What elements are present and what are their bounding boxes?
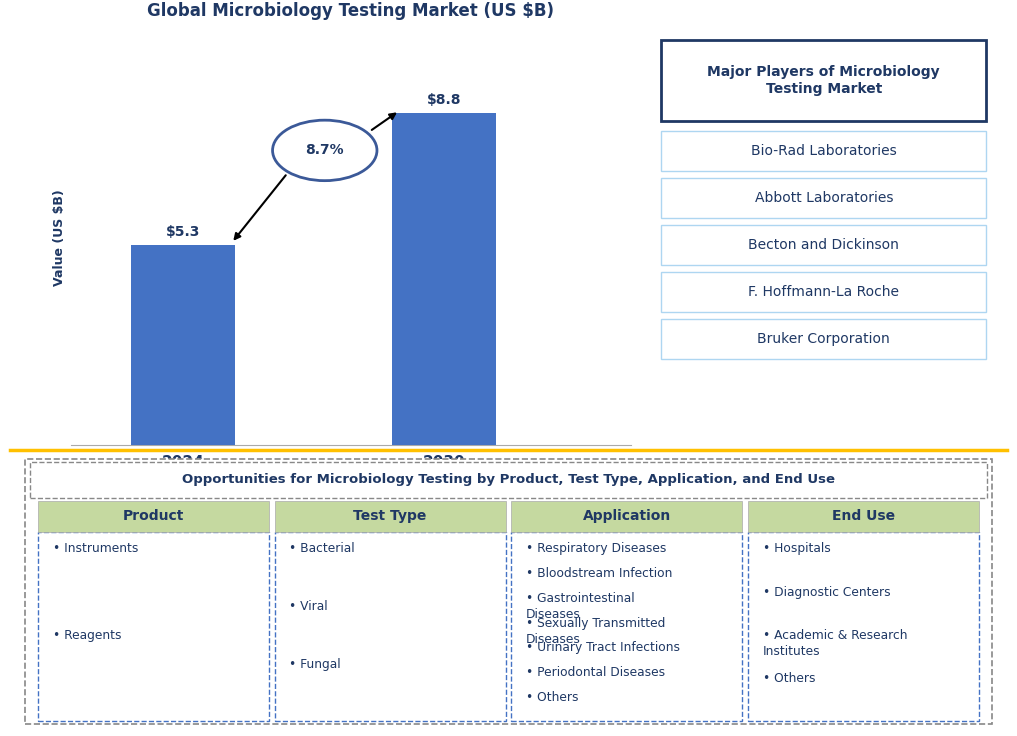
Text: Becton and Dickinson: Becton and Dickinson [749,238,899,252]
Ellipse shape [273,120,377,180]
FancyBboxPatch shape [661,40,986,121]
FancyBboxPatch shape [661,225,986,265]
Text: • Bloodstream Infection: • Bloodstream Infection [526,567,672,580]
Text: • Fungal: • Fungal [289,658,341,670]
Text: • Periodontal Diseases: • Periodontal Diseases [526,666,665,679]
FancyBboxPatch shape [275,500,505,531]
Text: Bio-Rad Laboratories: Bio-Rad Laboratories [751,144,897,158]
FancyBboxPatch shape [512,531,742,721]
Text: • Instruments: • Instruments [53,542,138,555]
Bar [392,113,496,445]
Title: Global Microbiology Testing Market (US $B): Global Microbiology Testing Market (US $… [147,1,554,20]
Text: F. Hoffmann-La Roche: F. Hoffmann-La Roche [749,285,899,299]
FancyBboxPatch shape [38,500,268,531]
Text: $8.8: $8.8 [427,93,462,107]
Text: • Reagents: • Reagents [53,629,121,642]
Text: Test Type: Test Type [354,509,427,523]
FancyBboxPatch shape [25,459,992,723]
Text: 8.7%: 8.7% [305,144,344,158]
Text: Opportunities for Microbiology Testing by Product, Test Type, Application, and E: Opportunities for Microbiology Testing b… [182,473,835,486]
Text: • Academic & Research
Institutes: • Academic & Research Institutes [763,629,907,658]
FancyBboxPatch shape [512,500,742,531]
FancyBboxPatch shape [749,531,979,721]
Bar [131,245,235,445]
FancyBboxPatch shape [749,500,979,531]
Text: • Gastrointestinal
Diseases: • Gastrointestinal Diseases [526,592,635,620]
Text: Product: Product [123,509,184,523]
FancyBboxPatch shape [38,531,268,721]
FancyBboxPatch shape [661,272,986,312]
Text: Bruker Corporation: Bruker Corporation [758,332,890,346]
Text: • Hospitals: • Hospitals [763,542,831,555]
Text: • Urinary Tract Infections: • Urinary Tract Infections [526,641,680,654]
Text: • Bacterial: • Bacterial [289,542,355,555]
FancyBboxPatch shape [661,319,986,358]
Text: End Use: End Use [832,509,895,523]
Text: Source: Lucintel: Source: Lucintel [498,489,612,502]
Text: Application: Application [583,509,671,523]
Text: • Others: • Others [763,672,816,685]
Text: $5.3: $5.3 [166,225,200,239]
Text: • Diagnostic Centers: • Diagnostic Centers [763,586,891,598]
Text: Abbott Laboratories: Abbott Laboratories [755,191,893,205]
Text: • Others: • Others [526,691,579,704]
FancyBboxPatch shape [31,461,986,498]
FancyBboxPatch shape [275,531,505,721]
Text: • Respiratory Diseases: • Respiratory Diseases [526,542,666,555]
Y-axis label: Value (US $B): Value (US $B) [53,189,66,286]
Text: • Viral: • Viral [289,600,327,613]
FancyBboxPatch shape [661,178,986,218]
FancyBboxPatch shape [661,131,986,171]
Text: • Sexually Transmitted
Diseases: • Sexually Transmitted Diseases [526,617,665,645]
Text: Major Players of Microbiology
Testing Market: Major Players of Microbiology Testing Ma… [708,66,940,96]
